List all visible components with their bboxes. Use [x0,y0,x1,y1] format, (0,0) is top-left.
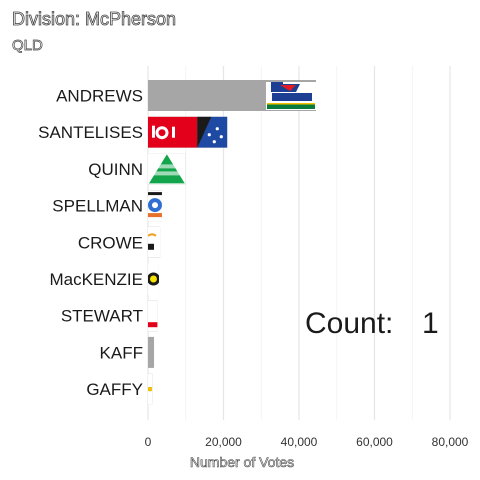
liberal-nationals-logo-0 [265,82,316,110]
category-labels: ANDREWS SANTELISES QUINN SPELLMAN CROWE MacKE… [38,87,143,400]
bar-kaff [148,336,155,368]
x-tick-label: 60,000 [356,435,393,449]
category-label: KAFF [100,343,143,362]
category-label: STEWART [61,307,143,326]
count-value: 1 [422,307,439,340]
category-label: QUINN [88,160,143,179]
category-label: CROWE [78,233,143,252]
category-label: GAFFY [86,380,143,399]
x-tick-label: 20,000 [205,435,242,449]
category-label: SPELLMAN [52,197,143,216]
x-tick-label: 80,000 [432,435,469,449]
greens-logo-2 [148,153,186,185]
count-label: Count: [305,307,393,340]
labor-logo-1 [148,116,228,148]
x-axis-title: Number of Votes [190,454,294,470]
chart-title: Division: McPherson [12,9,176,29]
x-tick-label: 0 [145,435,152,449]
party-logo-4 [148,226,161,258]
one-nation-logo-3 [148,190,162,222]
party-logo-5 [148,263,159,295]
x-tick-label: 40,000 [281,435,318,449]
category-label: MacKENZIE [49,270,143,289]
party-logo-6 [148,300,158,332]
party-logo-8 [148,373,153,405]
chart-subtitle: QLD [12,37,43,54]
x-tick-labels: 0 20,000 40,000 60,000 80,000 [145,435,469,449]
category-label: ANDREWS [56,87,143,106]
party-logos [148,82,316,405]
category-label: SANTELISES [38,123,143,142]
